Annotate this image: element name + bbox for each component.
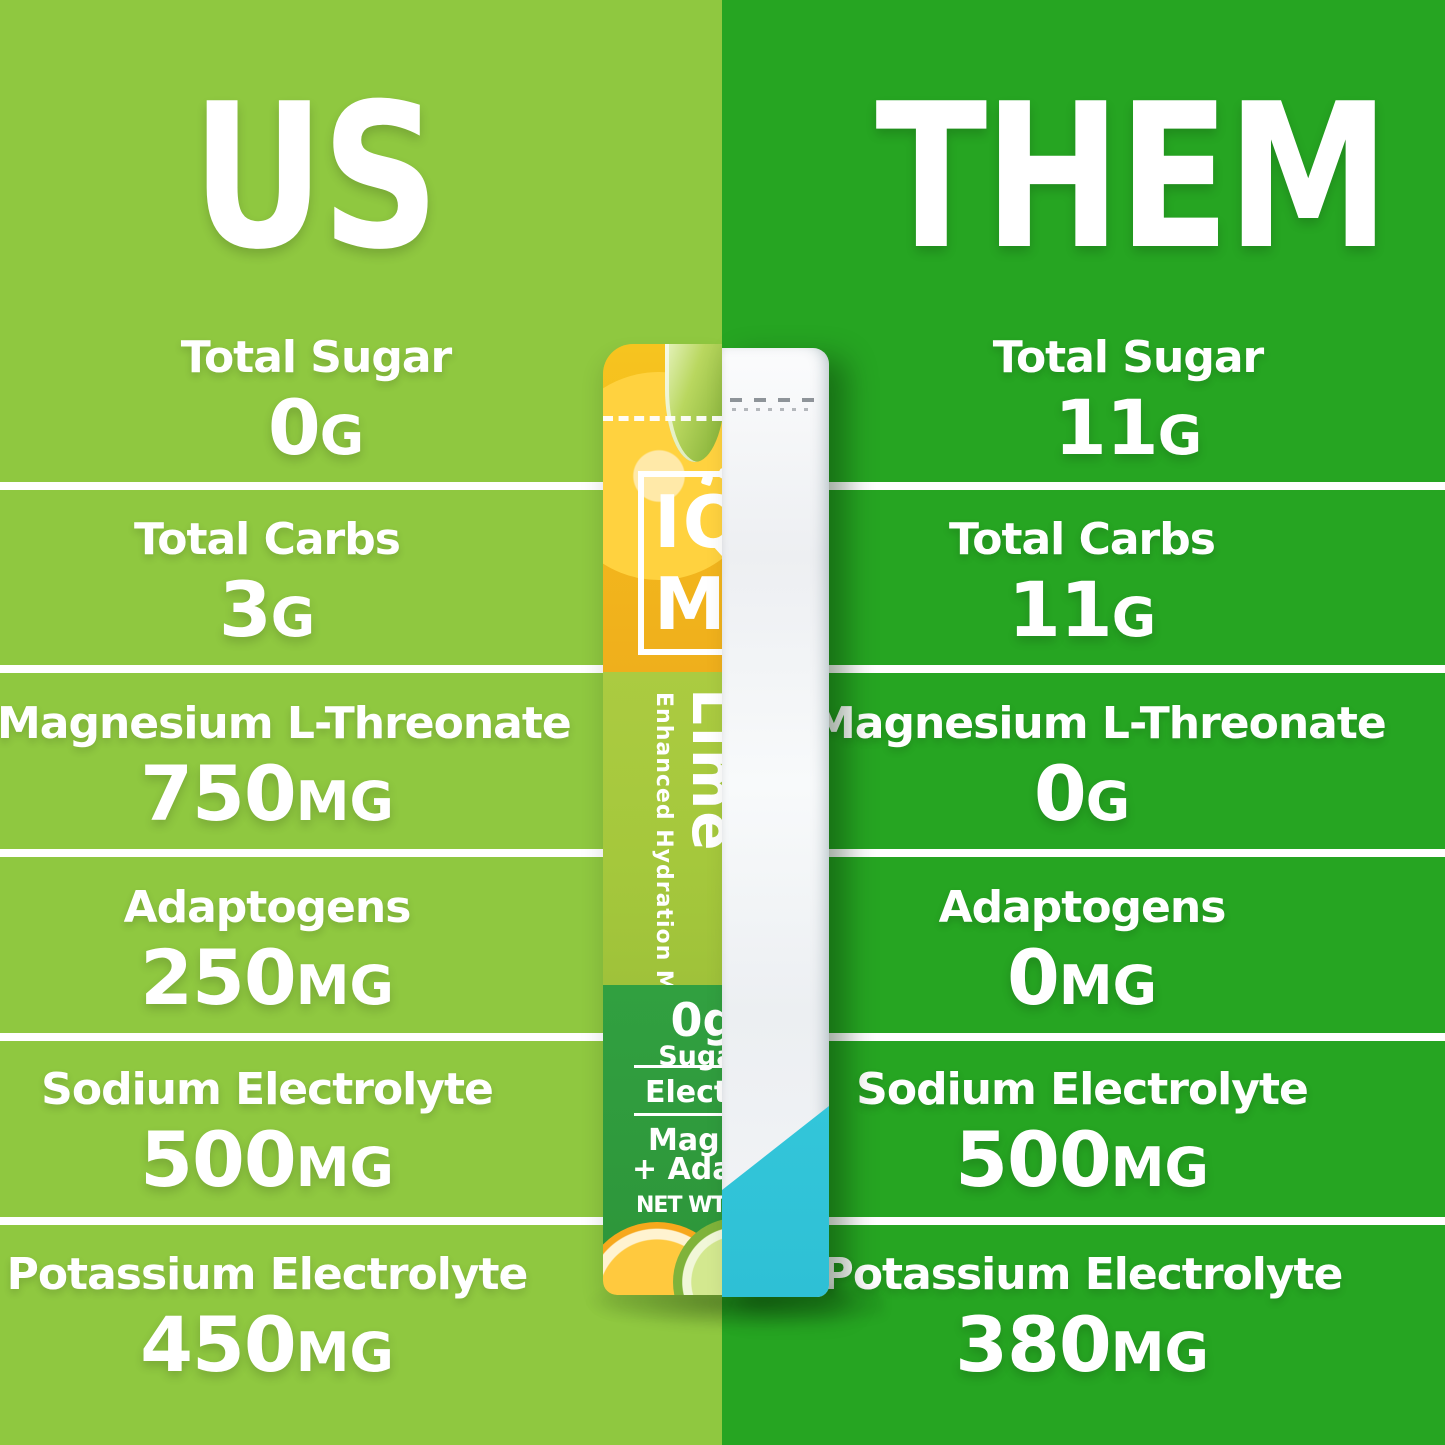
us-title: US: [191, 61, 440, 294]
packet-rule: [634, 1065, 722, 1068]
row-label: Potassium Electrolyte: [6, 1249, 529, 1300]
row-label: Magnesium L-Threonate: [812, 698, 1387, 749]
logo-text-line2: MIX: [654, 562, 722, 646]
net-weight-text: NET WT 0.2: [636, 1193, 722, 1218]
row-label: Total Sugar: [180, 332, 452, 383]
zero-sugar-value: 0g: [670, 993, 722, 1047]
perforation-dots: [732, 408, 811, 411]
row-label: Sodium Electrolyte: [41, 1064, 494, 1115]
row-unit: G: [1111, 586, 1157, 649]
row-label: Sodium Electrolyte: [856, 1064, 1309, 1115]
row-unit: MG: [295, 954, 394, 1017]
row-value: 450MG: [140, 1300, 394, 1389]
row-label: Adaptogens: [123, 882, 412, 933]
row-label: Total Carbs: [134, 514, 401, 565]
row-value: 500MG: [140, 1115, 394, 1204]
row-label: Total Carbs: [949, 514, 1216, 565]
us-row-sodium: Sodium Electrolyte 500MG: [0, 1064, 537, 1212]
flavor-name: Lime: [679, 688, 722, 853]
row-value: 750MG: [140, 749, 394, 838]
us-row-total-carbs: Total Carbs 3G: [0, 514, 537, 662]
packet-citrus-section: [603, 1218, 722, 1295]
them-row-potassium: Potassium Electrolyte 380MG: [812, 1249, 1352, 1397]
packet-rule: [634, 1113, 722, 1116]
them-row-magnesium: Magnesium L-Threonate 0G: [812, 698, 1387, 846]
packet-feature-magnesium: Magnesium: [648, 1123, 722, 1158]
packet-yellow-section: IQ MIX: [603, 344, 722, 672]
row-value: 0MG: [1007, 933, 1157, 1022]
us-row-potassium: Potassium Electrolyte 450MG: [0, 1249, 537, 1397]
row-value: 0G: [1033, 749, 1131, 838]
us-row-magnesium: Magnesium L-Threonate 750MG: [0, 698, 572, 846]
packet-feature-adaptogens: + Adaptogens: [632, 1152, 722, 1187]
row-unit: MG: [295, 1136, 394, 1199]
them-row-adaptogens: Adaptogens 0MG: [812, 882, 1352, 1030]
iqmix-logo: IQ MIX: [638, 467, 722, 655]
row-value: 380MG: [955, 1300, 1209, 1389]
left-background: [0, 0, 722, 1445]
right-background: [722, 0, 1445, 1445]
row-unit: G: [1157, 404, 1203, 467]
packet-lime-section: Lime Enhanced Hydration Mix: [603, 672, 722, 1017]
row-label: Potassium Electrolyte: [821, 1249, 1344, 1300]
row-value: 0G: [267, 383, 365, 472]
row-value: 11G: [1007, 565, 1157, 654]
row-unit: MG: [1058, 954, 1157, 1017]
packet-feature-electrolytes: Electrolytes: [645, 1075, 722, 1110]
row-unit: MG: [295, 770, 394, 833]
them-title: THEM: [875, 61, 1390, 294]
iqmix-stick-packet: IQ MIX Lime Enhanced Hydration Mix 0g Su…: [603, 344, 722, 1295]
us-row-adaptogens: Adaptogens 250MG: [0, 882, 537, 1030]
us-row-total-sugar: Total Sugar 0G: [46, 332, 586, 480]
them-row-total-carbs: Total Carbs 11G: [812, 514, 1352, 662]
row-value: 3G: [218, 565, 316, 654]
row-label: Adaptogens: [938, 882, 1227, 933]
lime-wedge-image: [665, 344, 722, 462]
packet-green-section: 0g Sugar Electrolytes Magnesium + Adapto…: [603, 985, 722, 1232]
them-row-total-sugar: Total Sugar 11G: [858, 332, 1398, 480]
perforation-dashes: [730, 398, 815, 402]
row-value: 250MG: [140, 933, 394, 1022]
competitor-stick-packet: [722, 348, 829, 1297]
row-value: 11G: [1053, 383, 1203, 472]
row-unit: G: [319, 404, 365, 467]
row-unit: G: [1085, 770, 1131, 833]
competitor-teal-area: [722, 1106, 829, 1297]
row-unit: MG: [295, 1321, 394, 1384]
row-unit: G: [270, 586, 316, 649]
tear-dash-line: [603, 416, 722, 421]
row-label: Magnesium L-Threonate: [0, 698, 572, 749]
row-unit: MG: [1110, 1321, 1209, 1384]
them-row-sodium: Sodium Electrolyte 500MG: [812, 1064, 1352, 1212]
logo-text-line1: IQ: [654, 480, 722, 564]
row-unit: MG: [1110, 1136, 1209, 1199]
row-value: 500MG: [955, 1115, 1209, 1204]
packet-tagline: Enhanced Hydration Mix: [651, 692, 676, 1017]
row-label: Total Sugar: [992, 332, 1264, 383]
